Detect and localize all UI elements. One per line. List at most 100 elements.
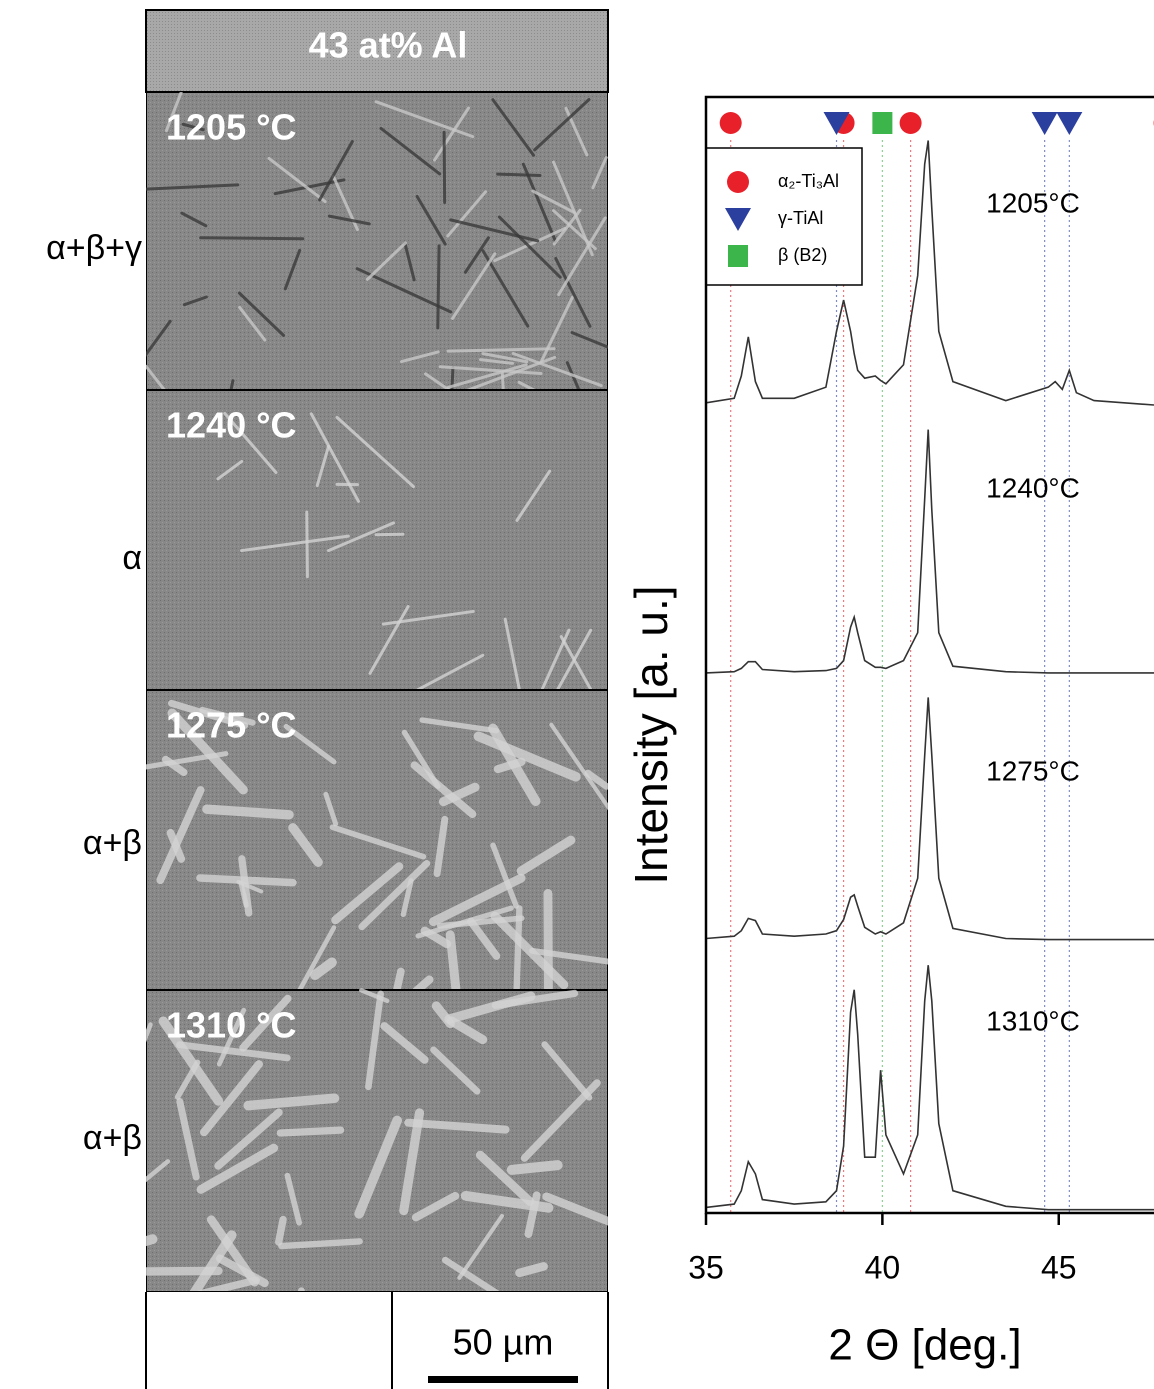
microstructure-feature (552, 209, 597, 251)
microstructure-feature (146, 183, 240, 191)
microstructure-feature (243, 1093, 340, 1111)
xrd-curve (706, 140, 1154, 406)
microstructure-feature (368, 605, 410, 675)
reference-marker (899, 112, 922, 134)
temperature-label: 1310 °C (166, 1005, 296, 1046)
xrd-curve (706, 965, 1154, 1211)
microstructure-feature (196, 1143, 279, 1194)
microstructure-feature (403, 242, 416, 282)
microstructure-feature (192, 1276, 261, 1292)
microstructure-feature (276, 1126, 345, 1137)
microstructure-feature (174, 1059, 201, 1100)
microstructure-feature (441, 1256, 501, 1292)
microstructure-feature (438, 365, 543, 375)
legend-label: γ-TiAl (778, 208, 823, 228)
microstructure-feature (515, 1262, 548, 1278)
y-axis-label: Intensity [a. u.] (625, 585, 677, 884)
microstructure-feature (146, 1234, 158, 1247)
microstructure-feature (381, 609, 475, 626)
microstructure-feature (539, 295, 575, 364)
reference-marker (719, 112, 742, 134)
microstructure-feature (531, 189, 576, 215)
microstructure-feature (305, 510, 309, 579)
microstructure-feature (374, 532, 405, 537)
microstructure-feature (401, 729, 441, 789)
microstructure-feature (584, 769, 608, 790)
microstructure-feature (216, 1007, 247, 1067)
microstructure-feature (399, 350, 440, 364)
microstructure-feature (430, 1046, 481, 1095)
microstructure-feature (284, 1172, 302, 1226)
microstructure-feature (379, 126, 442, 176)
microstructure-feature (557, 216, 607, 297)
microstructure-feature (554, 628, 593, 695)
microstructure-feature (199, 236, 305, 241)
xrd-chart: 1205°C 1240°C 1275°C 1310°C α₂-Ti₃Al γ-TiAl β … (625, 95, 1154, 1370)
microstructure-feature (180, 211, 208, 228)
microstructure-feature (411, 1191, 460, 1222)
microstructure-feature (458, 355, 557, 395)
microstructure-feature (506, 1160, 563, 1175)
microstructure-feature (554, 257, 592, 328)
curve-label: 1205°C (986, 187, 1080, 218)
microstructure-feature (239, 994, 292, 1052)
scale-bar-label: 50 µm (453, 1322, 554, 1363)
microstructure-feature (283, 723, 337, 765)
micrograph (146, 92, 608, 391)
microstructure-feature (365, 990, 384, 1091)
microstructure-feature (182, 295, 208, 307)
microstructure-feature (267, 156, 327, 204)
x-tick-label: 40 (865, 1249, 901, 1285)
microstructure-feature (410, 761, 477, 819)
legend-label: β (B2) (778, 245, 827, 265)
x-axis-label: 2 Θ [deg.] (828, 1321, 1021, 1370)
microstructure-feature (446, 347, 556, 353)
xrd-curve (706, 429, 1154, 674)
microstructure-feature (146, 319, 172, 357)
microstructure-feature (515, 469, 552, 522)
curve-label: 1240°C (986, 472, 1080, 503)
microstructure-feature (521, 162, 558, 243)
microstructure-feature (404, 1118, 510, 1134)
microstructure-feature (283, 248, 302, 291)
phase-label: α+β (83, 1119, 142, 1157)
microstructure-feature (400, 878, 414, 918)
xrd-curve (706, 697, 1154, 941)
microstructure-feature (481, 352, 529, 364)
microstructure-feature (467, 917, 501, 960)
microstructure-feature (278, 1238, 363, 1250)
microstructure-feature (176, 1041, 291, 1062)
microstructure-feature (591, 156, 608, 190)
microstructure-feature (457, 1213, 504, 1280)
x-tick-label: 35 (688, 1249, 724, 1285)
microstructure-feature (473, 731, 581, 782)
microstructure-feature (358, 859, 431, 931)
microstructure-feature (216, 459, 244, 481)
microstructure-feature (315, 444, 331, 487)
microstructure-feature (496, 172, 542, 177)
microstructure-feature (237, 291, 286, 337)
microstructure-feature (415, 194, 447, 246)
microstructure-feature (288, 823, 323, 867)
reference-marker (823, 112, 850, 135)
micrograph (146, 389, 608, 691)
microstructure-feature (446, 363, 528, 389)
microstructure-feature (146, 1159, 171, 1183)
temperature-label: 1240 °C (166, 405, 296, 446)
microstructure-feature (524, 1191, 541, 1238)
microstructure-feature (451, 252, 497, 320)
microstructure-feature (164, 92, 183, 133)
microstructure-feature (309, 412, 360, 503)
phase-label: α+β+γ (46, 229, 142, 267)
microstructure-feature (433, 815, 449, 878)
microstructure-feature (181, 122, 205, 132)
microstructure-feature (475, 1150, 535, 1206)
microstructure-feature (446, 190, 488, 238)
curve-label: 1310°C (986, 1005, 1080, 1036)
microstructure-feature (491, 989, 579, 1009)
microstructure-feature (199, 706, 256, 726)
microstructure-feature (533, 98, 591, 152)
microstructure-feature (436, 915, 525, 929)
microstructure-feature (424, 372, 454, 394)
